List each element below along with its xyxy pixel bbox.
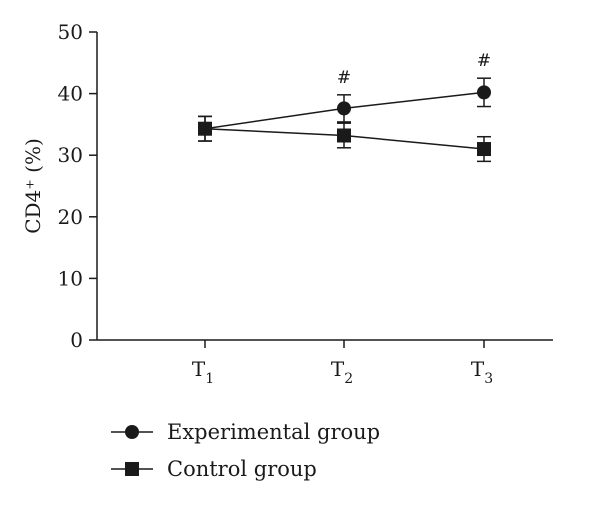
y-tick-label: 10 xyxy=(58,266,83,290)
plot-area: ## xyxy=(198,51,491,163)
x-tick-label-base: T xyxy=(192,357,206,381)
y-tick-label: 0 xyxy=(70,328,83,352)
significance-marker: # xyxy=(477,51,491,71)
legend-marker-square xyxy=(125,462,139,476)
data-point-square xyxy=(477,142,491,157)
legend-item: Experimental group xyxy=(111,420,380,444)
y-axis: 0 10 20 30 40 50 xyxy=(58,20,98,352)
x-tick-label-subscript: 1 xyxy=(205,371,214,387)
x-axis: T1 T2 T3 xyxy=(97,339,553,387)
legend: Experimental group Control group xyxy=(111,420,380,481)
series-control xyxy=(198,115,491,163)
y-tick-label: 40 xyxy=(58,82,83,106)
x-tick-label-base: T xyxy=(331,357,345,381)
x-tick-label-base: T xyxy=(471,357,485,381)
y-axis-title: CD4⁺ (%) xyxy=(21,138,45,234)
y-tick-label: 20 xyxy=(58,205,83,229)
legend-label: Experimental group xyxy=(167,420,380,444)
legend-item: Control group xyxy=(111,457,317,481)
legend-label: Control group xyxy=(167,457,317,481)
data-point-circle xyxy=(477,85,491,100)
data-point-square xyxy=(337,128,351,143)
significance-marker: # xyxy=(337,68,351,88)
y-tick-label: 50 xyxy=(58,20,83,44)
data-point-square xyxy=(198,121,212,136)
legend-marker-circle xyxy=(125,425,139,439)
y-tick-label: 30 xyxy=(58,143,83,167)
x-tick-label: T1 xyxy=(192,357,214,387)
x-tick-label: T2 xyxy=(331,357,353,387)
x-tick-label-subscript: 3 xyxy=(484,371,493,387)
data-point-circle xyxy=(337,101,351,116)
x-tick-label: T3 xyxy=(471,357,493,387)
x-tick-label-subscript: 2 xyxy=(344,371,353,387)
